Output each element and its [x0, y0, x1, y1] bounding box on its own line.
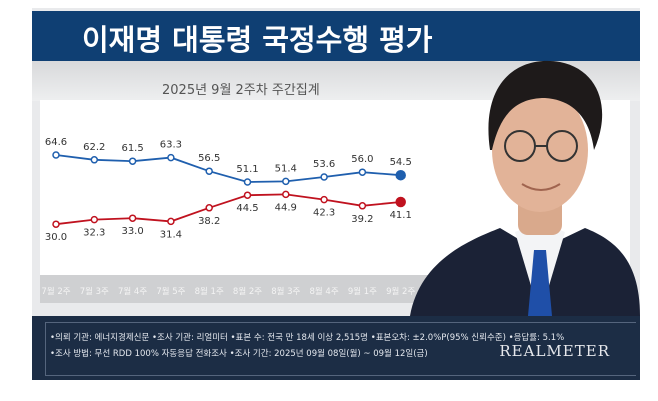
series-line: [55, 154, 401, 183]
series-line: [55, 193, 401, 226]
data-point: [90, 156, 99, 164]
data-label: 56.5: [198, 153, 220, 164]
survey-info-line2: •조사 방법: 무선 RDD 100% 자동응답 전화조사 •조사 기간: 20…: [50, 349, 428, 359]
data-point: [358, 168, 367, 176]
x-tick-label: 7월 3주: [80, 286, 109, 297]
data-point: [128, 157, 137, 165]
data-point: [395, 196, 406, 208]
data-label: 53.6: [313, 159, 335, 170]
data-point: [205, 167, 213, 175]
data-label: 33.0: [121, 226, 143, 237]
data-point: [52, 220, 60, 228]
data-label: 30.0: [45, 232, 67, 243]
data-label: 32.3: [83, 228, 105, 239]
data-label: 63.3: [160, 140, 182, 151]
suit: [410, 228, 640, 316]
data-label: 44.9: [275, 202, 297, 213]
data-point: [128, 214, 137, 222]
data-label: 61.5: [121, 143, 143, 154]
data-label: 41.1: [390, 210, 412, 221]
x-tick-label: 7월 2주: [41, 286, 70, 297]
x-tick-label: 9월 1주: [348, 286, 377, 297]
data-point: [282, 177, 290, 186]
x-tick-label: 8월 3주: [271, 286, 300, 297]
footer: •의뢰 기관: 에너지경제신문 •조사 기관: 리얼미터 •표본 수: 전국 만…: [32, 316, 640, 380]
page-title: 이재명 대통령 국정수행 평가: [82, 23, 433, 57]
data-point: [90, 215, 99, 224]
data-point: [243, 178, 252, 186]
x-tick-label: 9월 2주: [386, 286, 415, 297]
data-label: 64.6: [45, 137, 67, 148]
data-label: 42.3: [313, 208, 335, 219]
data-label: 51.4: [275, 163, 297, 174]
data-point: [358, 202, 367, 210]
x-tick-label: 8월 4주: [310, 286, 339, 297]
realmeter-logo: REALMETER: [499, 342, 610, 360]
x-tick-label: 7월 4주: [118, 286, 147, 297]
x-tick-label: 8월 1주: [195, 286, 224, 297]
data-point: [282, 190, 290, 199]
hair: [488, 60, 603, 150]
data-label: 56.0: [351, 154, 373, 165]
x-tick-label: 7월 5주: [156, 286, 185, 297]
data-label: 51.1: [236, 164, 258, 175]
survey-info-line1: •의뢰 기관: 에너지경제신문 •조사 기관: 리얼미터 •표본 수: 전국 만…: [50, 333, 565, 343]
data-label: 62.2: [83, 142, 105, 153]
data-label: 54.5: [390, 157, 412, 168]
data-label: 44.5: [236, 203, 258, 214]
chart-subtitle: 2025년 9월 2주차 주간집계: [162, 83, 320, 98]
x-tick-label: 8월 2주: [233, 286, 262, 297]
data-label: 31.4: [160, 229, 182, 240]
data-point: [320, 173, 328, 181]
face: [492, 88, 588, 212]
data-label: 39.2: [351, 214, 373, 225]
tie: [528, 250, 552, 316]
title-band: 이재명 대통령 국정수행 평가: [32, 11, 640, 61]
data-point: [205, 204, 213, 212]
data-point: [167, 217, 175, 226]
data-point: [320, 195, 328, 204]
data-point: [243, 191, 252, 199]
data-label: 38.2: [198, 216, 220, 227]
data-point: [167, 153, 175, 162]
data-point: [395, 169, 406, 181]
data-point: [52, 151, 60, 159]
